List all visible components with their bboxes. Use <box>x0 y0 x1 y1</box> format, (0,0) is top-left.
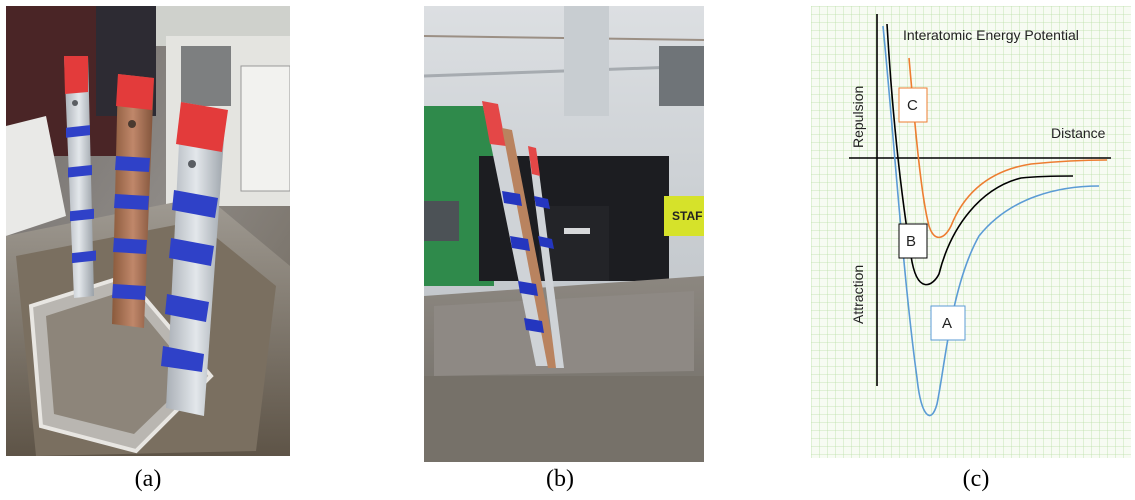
label-box-c <box>898 87 928 123</box>
photo-panel-a <box>6 6 290 456</box>
diagram-title: Interatomic Energy Potential <box>903 27 1079 43</box>
curve-a <box>882 25 1100 417</box>
curve-b <box>886 23 1074 286</box>
curve-label-a: A <box>942 315 952 332</box>
x-axis-label: Distance <box>1051 125 1106 141</box>
caption-a: (a) <box>134 466 162 492</box>
curve-label-c: C <box>907 97 918 114</box>
diagram-panel-c: Interatomic Energy Potential Distance Re… <box>811 6 1131 458</box>
photo-panel-b: STAF <box>424 6 704 462</box>
y-axis-label-attraction: Attraction <box>850 265 866 324</box>
label-box-b <box>898 223 928 259</box>
caption-c: (c) <box>962 466 990 492</box>
grid-background <box>811 6 1131 458</box>
photo-b-image: STAF <box>424 6 704 462</box>
label-box-a <box>930 305 966 341</box>
y-axis-label-repulsion: Repulsion <box>850 86 866 148</box>
caption-b: (b) <box>546 466 574 492</box>
photo-a-image <box>6 6 290 456</box>
energy-potential-diagram: Interatomic Energy Potential Distance Re… <box>811 6 1131 458</box>
curve-c <box>908 57 1108 239</box>
safety-vest-text: STAF <box>672 209 702 223</box>
curve-label-b: B <box>906 233 916 250</box>
